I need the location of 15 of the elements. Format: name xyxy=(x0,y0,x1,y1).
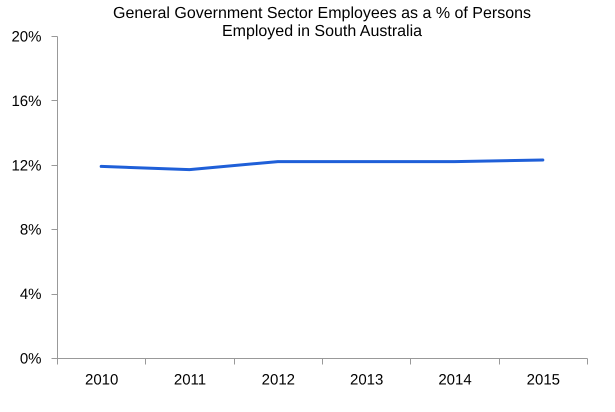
y-tick-label: 4% xyxy=(20,286,42,304)
x-tick-label: 2012 xyxy=(262,372,296,388)
x-tick-label: 2015 xyxy=(526,372,560,388)
y-tick-label: 0% xyxy=(20,350,42,368)
y-tick-label: 12% xyxy=(11,157,42,174)
y-tick-label: 16% xyxy=(11,92,42,110)
text: General Government Sector Employees as a % of Persons xyxy=(113,5,531,22)
text: Employed in South Australia xyxy=(222,23,422,40)
x-tick-label: 2010 xyxy=(84,372,118,388)
line-series xyxy=(100,158,544,172)
y-tick-label: 8% xyxy=(20,222,42,239)
x-tick-label: 2014 xyxy=(438,372,472,388)
x-tick-label: 2013 xyxy=(350,372,384,388)
x-tick-label: 2011 xyxy=(174,372,206,388)
y-tick-label: 20% xyxy=(11,28,42,46)
